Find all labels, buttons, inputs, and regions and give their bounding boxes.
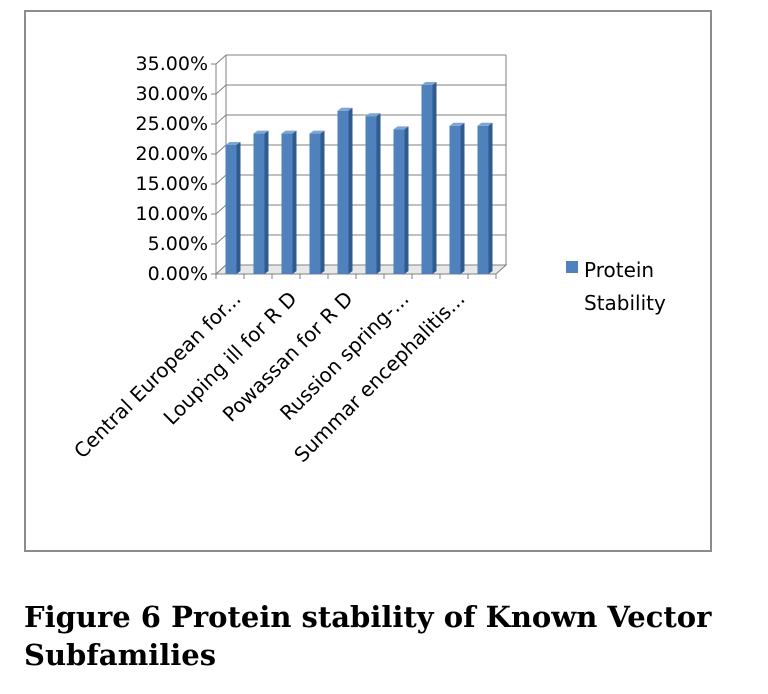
- gridline-diagonal: [215, 234, 227, 245]
- bar: [449, 122, 465, 274]
- bar: [337, 107, 353, 274]
- bar-side: [320, 130, 325, 274]
- caption-line1: Figure 6 Protein stability of Known Vect…: [24, 600, 712, 634]
- bar-top: [393, 126, 409, 130]
- gridline-diagonal: [215, 144, 227, 155]
- gridline-diagonal: [215, 84, 227, 95]
- figure-caption: Figure 6 Protein stability of Known Vect…: [24, 598, 764, 674]
- bar-top: [421, 82, 437, 85]
- bar-side: [348, 107, 353, 274]
- gridline-diagonal: [215, 174, 227, 185]
- bar-top: [477, 122, 493, 126]
- y-tick-label: 20.00%: [136, 143, 208, 165]
- gridline-diagonal: [215, 114, 227, 125]
- gridline-diagonal: [215, 204, 227, 215]
- y-tick-label: 0.00%: [148, 263, 208, 285]
- bar-side: [488, 122, 493, 274]
- legend-swatch: [566, 261, 578, 273]
- bar-front: [281, 133, 293, 274]
- legend-label-line1: Protein: [584, 258, 654, 282]
- bar-top: [281, 130, 297, 134]
- gridline-diagonal: [215, 54, 227, 65]
- y-tick-label: 35.00%: [136, 53, 208, 75]
- bar-top: [309, 130, 325, 134]
- bar-front: [309, 133, 321, 274]
- bar: [365, 113, 381, 274]
- bar-side: [404, 126, 409, 275]
- bar-side: [264, 130, 269, 274]
- bar: [477, 122, 493, 274]
- bar-chart: 0.00% 5.00% 10.00% 15.00% 20.00% 25.00% 30.00%…: [69, 53, 666, 467]
- bar: [393, 126, 409, 275]
- bar: [421, 82, 437, 274]
- legend-label-line2: Stability: [584, 291, 666, 315]
- bars: [225, 82, 493, 275]
- bar-top: [253, 130, 269, 134]
- bar: [253, 130, 269, 274]
- bar-side: [236, 142, 241, 274]
- bar-top: [225, 142, 241, 145]
- y-tick-label: 15.00%: [136, 173, 208, 195]
- chart-frame: 0.00% 5.00% 10.00% 15.00% 20.00% 25.00% 30.00%…: [24, 10, 712, 552]
- bar-front: [421, 85, 433, 274]
- bar-front: [337, 110, 349, 274]
- bar-front: [449, 125, 461, 274]
- bar-front: [393, 129, 405, 274]
- bar: [309, 130, 325, 274]
- bar-side: [460, 122, 465, 274]
- bar-front: [477, 125, 489, 274]
- bar-front: [365, 116, 377, 274]
- x-axis-category-labels: Central European for...Louping ill for R…: [69, 287, 469, 467]
- bar: [281, 130, 297, 274]
- legend: Protein Stability: [566, 258, 666, 315]
- bar-top: [365, 113, 381, 117]
- bar-front: [253, 133, 265, 274]
- bar-side: [432, 82, 437, 274]
- bar-side: [376, 113, 381, 274]
- y-tick-label: 30.00%: [136, 83, 208, 105]
- bar: [225, 142, 241, 274]
- y-tick-label: 5.00%: [148, 233, 208, 255]
- bar-top: [449, 122, 465, 126]
- y-axis-tick-labels: 0.00% 5.00% 10.00% 15.00% 20.00% 25.00% 30.00%…: [136, 53, 208, 285]
- caption-line2: Subfamilies: [24, 638, 217, 672]
- bar-front: [225, 145, 237, 274]
- y-tick-label: 25.00%: [136, 113, 208, 135]
- bar-top: [337, 107, 353, 111]
- bar-side: [292, 130, 297, 274]
- y-tick-label: 10.00%: [136, 203, 208, 225]
